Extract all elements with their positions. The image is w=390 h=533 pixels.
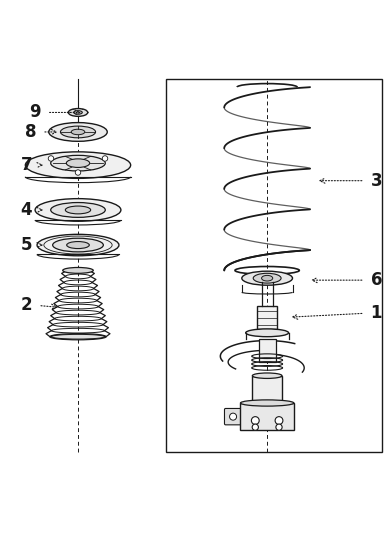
Ellipse shape (242, 271, 292, 285)
Text: 9: 9 (29, 103, 41, 122)
FancyBboxPatch shape (225, 408, 242, 425)
Bar (241, 403, 294, 430)
Circle shape (48, 156, 54, 161)
Text: 4: 4 (21, 201, 32, 219)
Circle shape (252, 417, 259, 424)
Ellipse shape (60, 126, 96, 138)
Ellipse shape (246, 329, 289, 337)
Ellipse shape (262, 276, 273, 281)
Ellipse shape (74, 111, 82, 114)
Ellipse shape (50, 334, 106, 340)
Text: 8: 8 (25, 123, 36, 141)
Ellipse shape (241, 400, 294, 406)
Circle shape (102, 156, 108, 161)
Text: 7: 7 (21, 156, 32, 174)
Bar (257, 305, 277, 329)
Ellipse shape (66, 159, 90, 167)
Circle shape (75, 170, 81, 175)
Text: 2: 2 (21, 296, 32, 314)
Circle shape (230, 413, 237, 420)
Text: 6: 6 (370, 271, 382, 289)
Circle shape (276, 424, 282, 430)
Ellipse shape (49, 123, 107, 141)
Ellipse shape (71, 129, 85, 135)
Ellipse shape (68, 109, 88, 116)
Text: 3: 3 (370, 172, 382, 190)
Bar (259, 338, 276, 362)
Bar (166, 79, 382, 452)
Ellipse shape (63, 268, 93, 273)
Ellipse shape (53, 238, 103, 252)
Bar (252, 376, 282, 423)
Circle shape (275, 417, 283, 424)
Ellipse shape (253, 273, 281, 283)
Text: 1: 1 (370, 304, 382, 322)
Ellipse shape (67, 241, 89, 248)
Ellipse shape (66, 206, 90, 214)
Ellipse shape (51, 155, 105, 171)
Ellipse shape (35, 199, 121, 221)
Ellipse shape (252, 373, 282, 378)
Ellipse shape (51, 203, 105, 217)
Text: 5: 5 (21, 236, 32, 254)
Ellipse shape (37, 235, 119, 256)
Circle shape (252, 424, 259, 430)
Ellipse shape (25, 152, 131, 179)
